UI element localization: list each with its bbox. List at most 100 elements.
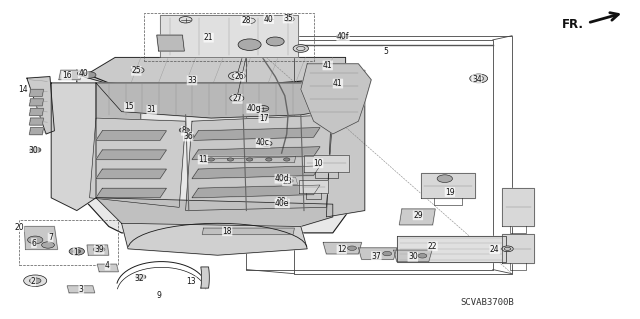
Polygon shape	[300, 180, 328, 193]
Text: 16: 16	[61, 71, 72, 80]
Text: 10: 10	[313, 159, 323, 168]
Polygon shape	[96, 150, 166, 160]
Text: 40f: 40f	[337, 32, 349, 41]
Circle shape	[285, 179, 293, 183]
Circle shape	[470, 74, 488, 83]
Text: 18: 18	[223, 227, 232, 236]
Polygon shape	[157, 35, 184, 51]
Polygon shape	[192, 185, 320, 198]
Polygon shape	[192, 166, 320, 179]
Circle shape	[73, 249, 81, 253]
Polygon shape	[192, 147, 320, 160]
Text: 15: 15	[124, 102, 134, 111]
Text: 34: 34	[472, 75, 482, 84]
Text: 5: 5	[383, 47, 388, 56]
Circle shape	[383, 251, 392, 256]
Text: 31: 31	[147, 105, 157, 114]
Polygon shape	[96, 83, 339, 118]
Polygon shape	[77, 70, 358, 233]
Polygon shape	[29, 118, 44, 125]
Circle shape	[280, 15, 298, 24]
Text: 37: 37	[371, 252, 381, 261]
Polygon shape	[186, 115, 333, 211]
Text: 40d: 40d	[275, 174, 289, 183]
Circle shape	[278, 198, 288, 204]
Text: 8: 8	[181, 126, 186, 135]
Polygon shape	[326, 70, 365, 217]
Text: 20: 20	[14, 223, 24, 232]
Circle shape	[266, 158, 272, 161]
Polygon shape	[97, 264, 118, 272]
Text: 36: 36	[183, 132, 193, 141]
Text: 25: 25	[131, 66, 141, 75]
Circle shape	[24, 275, 47, 286]
Text: 4: 4	[105, 261, 110, 270]
Circle shape	[136, 274, 146, 279]
Text: 40c: 40c	[256, 138, 270, 147]
Text: 11: 11	[198, 155, 207, 164]
Polygon shape	[96, 131, 166, 140]
Polygon shape	[502, 188, 534, 226]
Text: 40: 40	[264, 15, 274, 24]
Text: 39: 39	[94, 245, 104, 254]
Circle shape	[437, 175, 452, 182]
Text: 38: 38	[276, 197, 287, 206]
Text: 21: 21	[204, 33, 213, 42]
Circle shape	[284, 158, 290, 161]
Text: 12: 12	[337, 245, 346, 254]
Polygon shape	[29, 99, 44, 106]
Polygon shape	[24, 226, 58, 249]
Circle shape	[238, 39, 261, 50]
Circle shape	[83, 72, 96, 78]
Circle shape	[42, 242, 54, 248]
Polygon shape	[59, 70, 83, 80]
Circle shape	[93, 247, 105, 252]
Polygon shape	[29, 108, 44, 115]
Polygon shape	[96, 188, 166, 198]
Text: 19: 19	[445, 188, 455, 197]
Circle shape	[293, 45, 308, 52]
Text: 40e: 40e	[275, 199, 289, 208]
Text: 9: 9	[156, 291, 161, 300]
Polygon shape	[399, 209, 435, 225]
Text: 17: 17	[259, 114, 269, 122]
Text: FR.: FR.	[563, 18, 584, 31]
Circle shape	[69, 248, 84, 255]
Polygon shape	[397, 236, 506, 262]
Polygon shape	[90, 118, 186, 207]
Text: 33: 33	[187, 76, 197, 85]
Text: 29: 29	[413, 211, 423, 220]
Text: 2: 2	[31, 277, 36, 286]
Circle shape	[185, 134, 194, 138]
Circle shape	[348, 246, 356, 250]
Polygon shape	[160, 15, 298, 57]
Polygon shape	[301, 64, 371, 134]
Text: 40g: 40g	[247, 104, 261, 113]
Polygon shape	[421, 173, 475, 198]
Circle shape	[179, 128, 189, 133]
Text: 7: 7	[48, 233, 53, 242]
Polygon shape	[51, 83, 96, 211]
Text: 6: 6	[31, 239, 36, 248]
Circle shape	[208, 158, 214, 161]
Circle shape	[227, 158, 234, 161]
Polygon shape	[202, 228, 294, 234]
Polygon shape	[192, 128, 320, 140]
Circle shape	[239, 16, 260, 26]
Text: 26: 26	[234, 72, 244, 81]
Text: 13: 13	[186, 277, 196, 286]
Circle shape	[246, 158, 253, 161]
Circle shape	[228, 72, 245, 80]
Text: 40: 40	[78, 69, 88, 78]
Text: 24: 24	[490, 245, 500, 254]
Polygon shape	[67, 286, 95, 293]
Polygon shape	[96, 198, 333, 230]
Polygon shape	[201, 267, 209, 288]
Polygon shape	[122, 223, 307, 255]
Circle shape	[418, 254, 427, 258]
Polygon shape	[358, 248, 397, 259]
Polygon shape	[27, 77, 54, 134]
Polygon shape	[29, 128, 44, 135]
Text: 35: 35	[283, 14, 293, 23]
Text: 41: 41	[333, 79, 343, 88]
